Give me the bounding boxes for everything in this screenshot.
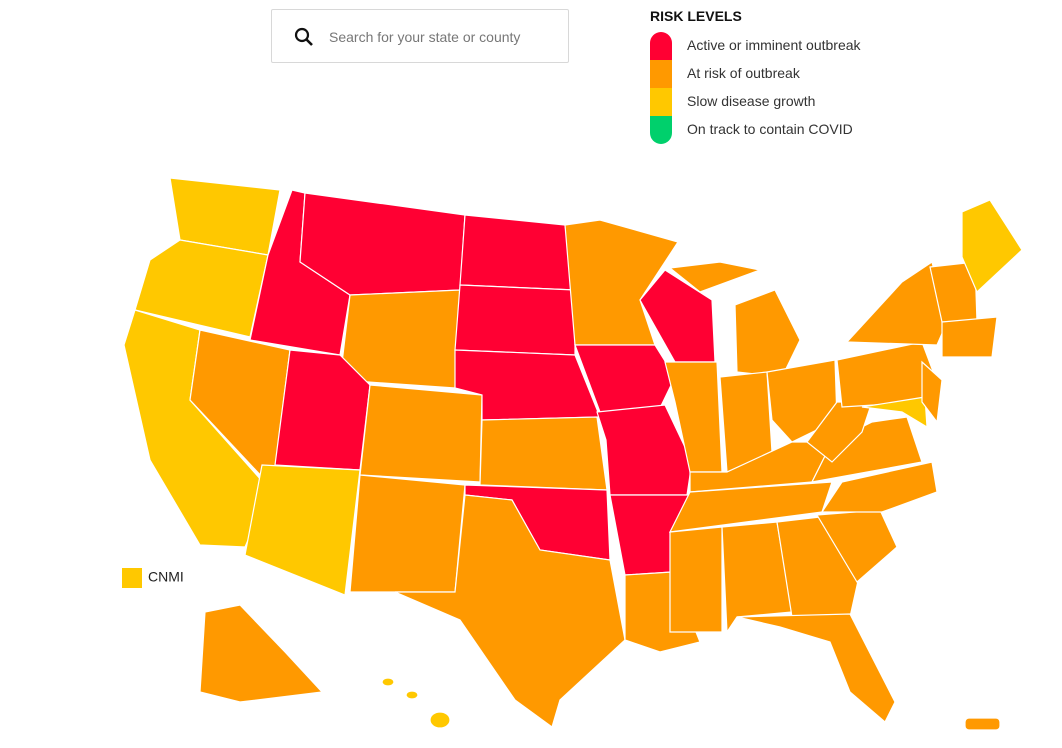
region[interactable]	[405, 690, 419, 700]
region[interactable]	[249, 189, 351, 356]
region[interactable]	[189, 329, 291, 481]
region[interactable]	[721, 521, 793, 634]
search-placeholder: Search for your state or county	[329, 29, 521, 45]
region[interactable]	[668, 261, 763, 293]
region[interactable]	[941, 316, 998, 358]
legend-swatch	[650, 88, 672, 116]
region[interactable]	[349, 474, 466, 593]
search-box[interactable]: Search for your state or county	[271, 9, 569, 63]
region[interactable]	[815, 509, 898, 583]
region[interactable]	[845, 261, 948, 346]
legend: RISK LEVELS Active or imminent outbreak A…	[650, 8, 861, 144]
region[interactable]	[806, 401, 873, 463]
region[interactable]	[810, 416, 923, 483]
region[interactable]	[961, 199, 1023, 294]
region[interactable]	[861, 396, 928, 429]
cnmi-label: CNMI	[148, 568, 184, 585]
region[interactable]	[719, 371, 773, 473]
region[interactable]	[564, 219, 679, 346]
region[interactable]	[776, 516, 861, 618]
search-icon	[294, 27, 313, 46]
cnmi-inset[interactable]: CNMI	[122, 568, 184, 588]
region[interactable]	[820, 461, 938, 513]
region[interactable]	[668, 481, 833, 533]
region[interactable]	[199, 604, 324, 703]
states	[123, 177, 1023, 731]
legend-title: RISK LEVELS	[650, 8, 742, 24]
region[interactable]	[464, 484, 611, 561]
region[interactable]	[339, 289, 461, 389]
legend-items: Active or imminent outbreak At risk of ou…	[650, 32, 861, 144]
cnmi-swatch	[122, 568, 142, 588]
legend-swatch	[650, 60, 672, 88]
legend-label: Active or imminent outbreak	[687, 37, 861, 53]
region[interactable]	[244, 464, 361, 596]
region[interactable]	[736, 613, 896, 723]
region[interactable]	[964, 717, 1001, 731]
region[interactable]	[734, 289, 801, 378]
region[interactable]	[836, 341, 938, 408]
region[interactable]	[669, 526, 723, 633]
region[interactable]	[689, 441, 833, 493]
region[interactable]	[639, 269, 716, 363]
region[interactable]	[123, 309, 271, 548]
region[interactable]	[574, 344, 676, 413]
region[interactable]	[929, 261, 978, 323]
region[interactable]	[459, 214, 576, 291]
region[interactable]	[299, 192, 466, 296]
region[interactable]	[454, 349, 601, 421]
region[interactable]	[429, 711, 451, 729]
legend-label: At risk of outbreak	[687, 65, 800, 81]
region[interactable]	[766, 359, 838, 443]
region[interactable]	[454, 284, 576, 356]
legend-bar	[650, 32, 672, 144]
region[interactable]	[624, 571, 701, 653]
region[interactable]	[169, 177, 281, 256]
region[interactable]	[921, 360, 943, 424]
legend-label: Slow disease growth	[687, 93, 816, 109]
legend-swatch	[650, 116, 672, 144]
region[interactable]	[664, 361, 723, 473]
legend-swatch	[650, 32, 672, 60]
region[interactable]	[479, 416, 608, 491]
region[interactable]	[359, 384, 483, 483]
region[interactable]	[609, 494, 691, 576]
legend-label: On track to contain COVID	[687, 121, 853, 137]
region[interactable]	[381, 677, 395, 687]
region[interactable]	[596, 404, 693, 496]
region[interactable]	[274, 349, 371, 471]
region[interactable]	[394, 494, 626, 728]
region[interactable]	[134, 239, 269, 338]
